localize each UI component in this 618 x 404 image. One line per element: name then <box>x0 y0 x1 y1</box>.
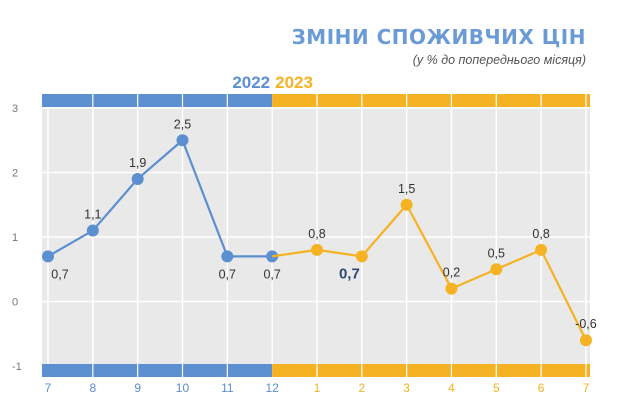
x-tick-label: 12 <box>265 381 279 395</box>
year-label-2023: 2023 <box>275 73 313 92</box>
data-point <box>42 250 54 263</box>
data-point <box>176 134 189 147</box>
data-point <box>131 172 144 185</box>
data-point <box>400 198 413 211</box>
x-tick-label: 6 <box>538 381 545 395</box>
data-label: -0,6 <box>575 317 597 331</box>
data-point <box>445 282 458 295</box>
y-tick-label: 0 <box>12 297 18 309</box>
data-label: 2,5 <box>174 117 191 131</box>
x-tick-label: 7 <box>583 381 590 395</box>
x-tick-label: 4 <box>448 381 455 395</box>
series-line-2023 <box>271 203 587 341</box>
x-tick-label: 1 <box>314 381 321 395</box>
x-tick-label: 9 <box>134 381 141 395</box>
year-bar-bottom-2023 <box>272 364 590 377</box>
data-point <box>490 263 503 276</box>
year-bar-top-2023 <box>272 94 590 107</box>
x-tick-label: 8 <box>89 381 96 395</box>
x-tick-label: 10 <box>176 381 190 395</box>
x-tick-label: 3 <box>403 381 410 395</box>
data-label: 0,5 <box>488 246 505 260</box>
x-tick-label: 11 <box>221 381 234 395</box>
data-label: 0,2 <box>443 266 460 280</box>
y-tick-label: 2 <box>12 168 18 180</box>
x-tick-label: 5 <box>493 381 500 395</box>
data-label: 0,7 <box>339 265 360 282</box>
plot-background <box>42 107 590 364</box>
year-bar-bottom-2022 <box>42 364 273 377</box>
data-label: 0,7 <box>51 267 68 281</box>
series-line-2022 <box>47 139 273 258</box>
chart-title: ЗМІНИ СПОЖИВЧИХ ЦІН <box>292 25 586 49</box>
year-label-2022: 2022 <box>232 73 270 92</box>
y-tick-label: -1 <box>12 361 22 373</box>
data-point <box>310 243 323 256</box>
chart-subtitle: (у % до попереднього місяця) <box>413 53 586 67</box>
data-label: 1,9 <box>129 156 146 170</box>
data-label: 0,8 <box>308 227 325 241</box>
data-point <box>266 250 279 263</box>
data-point <box>579 334 592 347</box>
data-label: 1,1 <box>84 208 101 222</box>
x-tick-label: 7 <box>45 381 52 395</box>
data-point <box>535 243 548 256</box>
year-bar-top-2022 <box>42 94 273 107</box>
data-point <box>355 250 368 263</box>
y-tick-label: 1 <box>12 232 18 244</box>
data-label: 0,7 <box>219 267 236 281</box>
x-tick-label: 2 <box>358 381 365 395</box>
data-point <box>221 250 234 263</box>
data-point <box>86 224 99 237</box>
y-tick-label: 3 <box>12 103 18 115</box>
data-label: 0,7 <box>263 267 280 281</box>
data-label: 0,8 <box>532 227 549 241</box>
data-label: 1,5 <box>398 182 415 196</box>
